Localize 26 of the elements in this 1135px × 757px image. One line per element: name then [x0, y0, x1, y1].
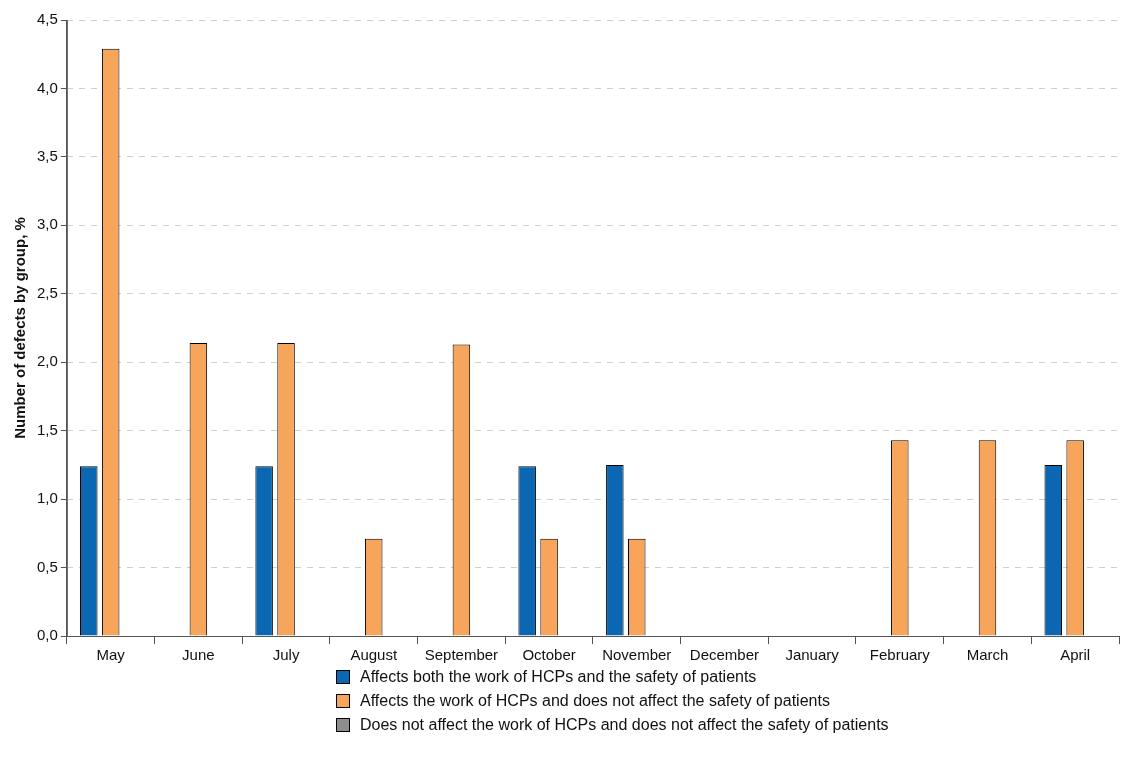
legend-label: Affects the work of HCPs and does not affect the safety of patients	[360, 692, 830, 710]
x-tick-label: April	[1060, 646, 1091, 664]
x-tick-label: August	[350, 646, 398, 664]
legend-label: Does not affect the work of HCPs and does not affect the safety of patients	[360, 716, 889, 734]
y-tick-label: 2,5	[36, 283, 58, 301]
x-tick-label: September	[424, 646, 499, 664]
y-tick-label: 4,5	[36, 10, 58, 28]
x-tick-label: January	[785, 646, 840, 664]
y-tick-label: 1,0	[36, 489, 58, 507]
y-tick-label: 3,0	[36, 215, 58, 233]
y-tick-label: 2,0	[36, 352, 58, 370]
y-tick-label: 3,5	[36, 147, 58, 165]
y-tick-label: 4,0	[36, 78, 58, 96]
y-tick-label: 0,0	[36, 626, 58, 644]
x-tick-label: June	[182, 646, 215, 664]
y-tick-label: 1,5	[36, 420, 58, 438]
legend-label: Affects both the work of HCPs and the safety of patients	[360, 668, 757, 686]
x-tick-label: October	[522, 646, 576, 664]
y-tick-label: 0,5	[36, 557, 58, 575]
x-tick-label: March	[966, 646, 1009, 664]
x-tick-label: November	[602, 646, 672, 664]
y-axis-title: Number of defects by group, %	[11, 217, 29, 439]
x-tick-label: July	[272, 646, 300, 664]
x-tick-label: May	[96, 646, 126, 664]
x-tick-label: December	[689, 646, 760, 664]
x-tick-label: February	[869, 646, 931, 664]
